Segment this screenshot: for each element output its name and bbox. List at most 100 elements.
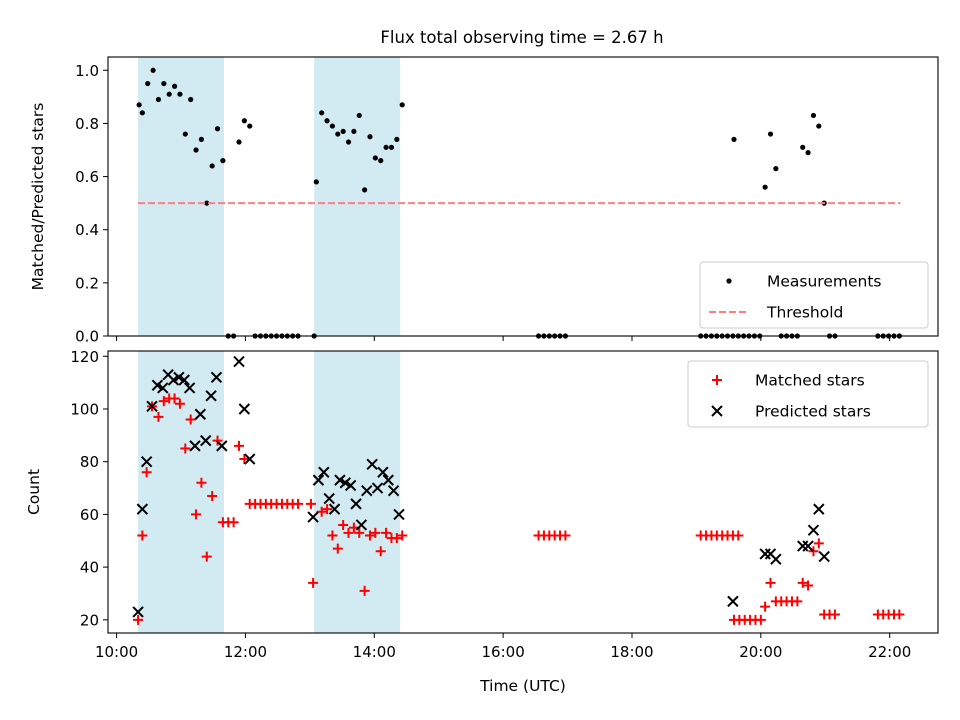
predicted-star-point	[727, 595, 739, 608]
matched-star-point	[207, 490, 218, 501]
matched-star-point	[308, 577, 319, 588]
measurement-point	[767, 131, 774, 137]
matched-star-point	[338, 519, 349, 530]
matched-star-point	[391, 533, 402, 544]
measurement-point	[220, 158, 226, 164]
y-tick-label: 100	[70, 400, 99, 418]
measurement-point	[247, 123, 253, 129]
predicted-star-point	[366, 458, 378, 471]
observing-span	[138, 57, 224, 336]
predicted-star-point	[244, 453, 256, 465]
bottom-plot-area: 20 40 60 80 100 120 10:00 12:00 14:00 16:00 18:00 2…	[25, 348, 939, 695]
measurement-point	[241, 118, 247, 124]
chart-title: Flux total observing time = 2.67 h	[380, 28, 663, 47]
matched-star-point	[397, 530, 408, 541]
y-tick-label: 80	[80, 453, 99, 471]
series-matched-stars	[133, 393, 905, 625]
predicted-star-point	[328, 503, 341, 515]
observing-span	[138, 351, 224, 633]
measurement-point	[236, 139, 242, 145]
measurement-point	[155, 96, 162, 103]
matched-star-point	[293, 498, 304, 509]
matched-star-point	[348, 522, 359, 533]
predicted-star-point	[312, 474, 325, 486]
matched-star-point	[354, 527, 365, 538]
legend-label: Matched stars	[755, 372, 865, 390]
measurement-point	[345, 139, 352, 145]
y-tick-label: 0.0	[75, 328, 99, 346]
top-plot-area: 0.0 0.2 0.4 0.6 0.8 1.0 Matched/Predicted star…	[29, 56, 939, 346]
matched-star-point	[803, 580, 814, 591]
predicted-star-point	[813, 503, 825, 515]
measurement-point	[161, 80, 167, 87]
y-tick-label: 0.8	[75, 115, 99, 133]
measurement-point	[372, 155, 378, 161]
predicted-star-point	[146, 400, 158, 413]
matched-star-point	[733, 530, 744, 541]
legend: Matched stars Predicted stars	[687, 360, 929, 428]
measurement-point	[188, 96, 194, 103]
y-tick-label: 0.4	[75, 221, 99, 239]
matched-star-point	[560, 530, 571, 541]
matched-star-point	[180, 443, 191, 454]
measurement-point	[335, 131, 341, 137]
matched-star-point	[343, 527, 354, 538]
predicted-star-point	[183, 382, 196, 394]
matched-star-point	[191, 509, 202, 520]
matched-star-point	[233, 440, 244, 451]
measurement-point	[388, 144, 395, 150]
matched-star-point	[381, 527, 392, 538]
y-tick-label: 20	[80, 611, 99, 629]
matched-star-point	[141, 467, 152, 478]
measurement-point	[177, 91, 183, 97]
measurement-point	[340, 128, 346, 134]
legend-marker	[711, 405, 723, 417]
predicted-star-point	[216, 440, 228, 452]
matched-star-point	[174, 398, 185, 409]
measurement-point	[805, 150, 811, 156]
predicted-star-point	[210, 371, 223, 384]
predicted-star-point	[377, 466, 389, 478]
matched-star-point	[894, 609, 905, 620]
predicted-star-point	[205, 390, 217, 402]
predicted-star-point	[818, 550, 830, 563]
measurement-point	[313, 179, 319, 185]
matched-star-point	[813, 538, 824, 549]
observing-span	[314, 351, 401, 633]
measurement-point	[800, 144, 806, 150]
matched-star-point	[133, 614, 144, 625]
matched-star-point	[375, 546, 386, 557]
matched-star-point	[359, 585, 370, 596]
predicted-star-point	[200, 434, 212, 447]
series-predicted-stars	[132, 355, 830, 618]
y-tick-label: 120	[70, 348, 99, 366]
predicted-star-point	[132, 606, 144, 618]
legend-marker	[712, 375, 722, 385]
observing-span	[314, 57, 401, 336]
y-tick-label: 0.6	[75, 168, 99, 186]
predicted-star-point	[350, 498, 362, 510]
measurement-point	[204, 200, 210, 206]
predicted-star-point	[307, 511, 319, 523]
measurement-point	[731, 136, 737, 142]
measurement-point	[351, 128, 357, 134]
predicted-star-point	[233, 355, 245, 368]
measurement-point	[145, 80, 151, 87]
matched-star-point	[364, 530, 375, 541]
matched-star-point	[158, 396, 169, 407]
measurement-point	[356, 112, 362, 119]
measurement-point	[329, 123, 336, 129]
matched-star-point	[201, 551, 212, 562]
legend: Measurements Threshold	[699, 261, 929, 329]
matched-star-point	[305, 498, 316, 509]
predicted-star-point	[807, 524, 820, 536]
matched-star-point	[316, 506, 327, 517]
measurement-point	[394, 136, 400, 142]
y-axis-label: Matched/Predicted stars	[29, 103, 47, 291]
predicted-star-point	[393, 508, 405, 521]
legend-box	[687, 360, 929, 428]
measurement-point	[319, 110, 325, 116]
matched-star-point	[829, 609, 840, 620]
predicted-star-point	[136, 503, 149, 515]
x-tick-label: 10:00	[95, 643, 138, 661]
